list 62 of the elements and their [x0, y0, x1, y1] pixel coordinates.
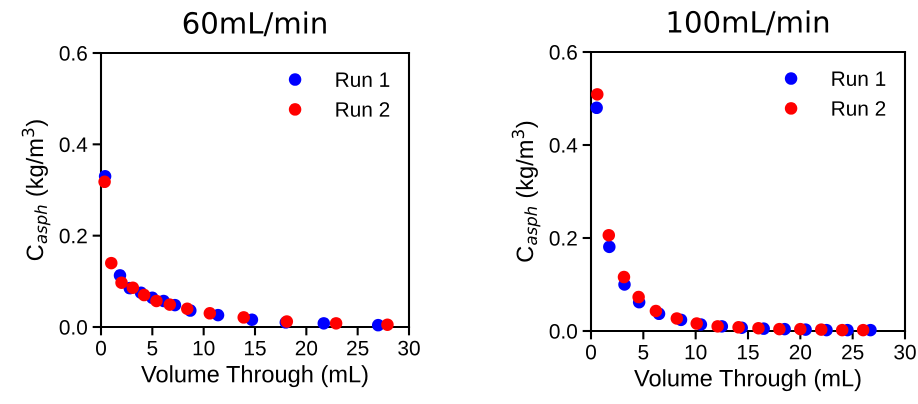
point — [330, 317, 342, 330]
y-axis-title: C$_{asph}$ (kg/m$^{3}$) — [22, 120, 50, 260]
point — [138, 288, 150, 302]
point — [856, 324, 870, 336]
y-tick-label: 0.2 — [60, 228, 87, 244]
point — [98, 176, 111, 188]
legend-label: Run 1 — [832, 72, 886, 86]
legend-label: Run 2 — [336, 102, 390, 117]
legend-label: Run 1 — [336, 72, 390, 88]
x-tick-label: 5 — [147, 340, 158, 356]
point — [690, 317, 703, 330]
point — [670, 312, 684, 325]
x-tick-label: 20 — [790, 344, 812, 360]
point — [164, 298, 176, 311]
x-tick-label: 10 — [686, 344, 706, 360]
x-tick-label: 25 — [347, 340, 368, 356]
point — [794, 322, 807, 336]
point — [204, 307, 216, 320]
chart-title: 60mL/min — [184, 11, 326, 36]
y-tick-label: 0.0 — [60, 320, 87, 335]
point — [732, 321, 745, 334]
point — [591, 88, 604, 101]
point — [237, 311, 250, 324]
y-axis-title: C$_{asph}$ (kg/m$^{3}$) — [512, 122, 540, 262]
y-tick-label: 0.4 — [60, 137, 88, 152]
x-tick-label: 0 — [96, 340, 106, 356]
x-axis-title: Volume Through (mL) — [141, 365, 368, 388]
point — [590, 102, 603, 114]
point — [752, 322, 765, 334]
y-tick-label: 0.6 — [550, 45, 577, 60]
x-tick-label: 20 — [296, 340, 318, 356]
y-tick-label: 0.2 — [550, 231, 577, 246]
point — [180, 302, 194, 315]
x-axis-title: Volume Through (mL) — [634, 369, 861, 392]
y-tick-label: 0.6 — [60, 46, 87, 61]
point — [150, 294, 163, 308]
x-tick-label: 15 — [245, 340, 266, 356]
x-tick-label: 30 — [894, 344, 916, 360]
x-tick-label: 15 — [738, 344, 759, 360]
y-tick-label: 0.4 — [550, 138, 578, 153]
x-tick-label: 30 — [398, 340, 420, 356]
legend-label: Run 2 — [832, 101, 886, 116]
point — [602, 228, 616, 242]
point — [632, 290, 645, 304]
point — [105, 256, 118, 270]
point — [773, 322, 786, 336]
point — [603, 240, 616, 254]
point — [836, 324, 848, 336]
y-tick-label: 0.0 — [550, 324, 577, 339]
point — [711, 320, 724, 333]
x-tick-label: 10 — [194, 340, 214, 356]
chart-title: 100mL/min — [668, 10, 828, 36]
point — [381, 318, 394, 331]
point — [815, 323, 828, 336]
point — [618, 270, 630, 284]
point — [126, 281, 140, 294]
point — [650, 304, 662, 318]
point — [318, 317, 330, 330]
x-tick-label: 25 — [842, 344, 864, 360]
x-tick-label: 0 — [586, 344, 596, 360]
point — [115, 276, 128, 289]
x-tick-label: 5 — [638, 344, 648, 360]
